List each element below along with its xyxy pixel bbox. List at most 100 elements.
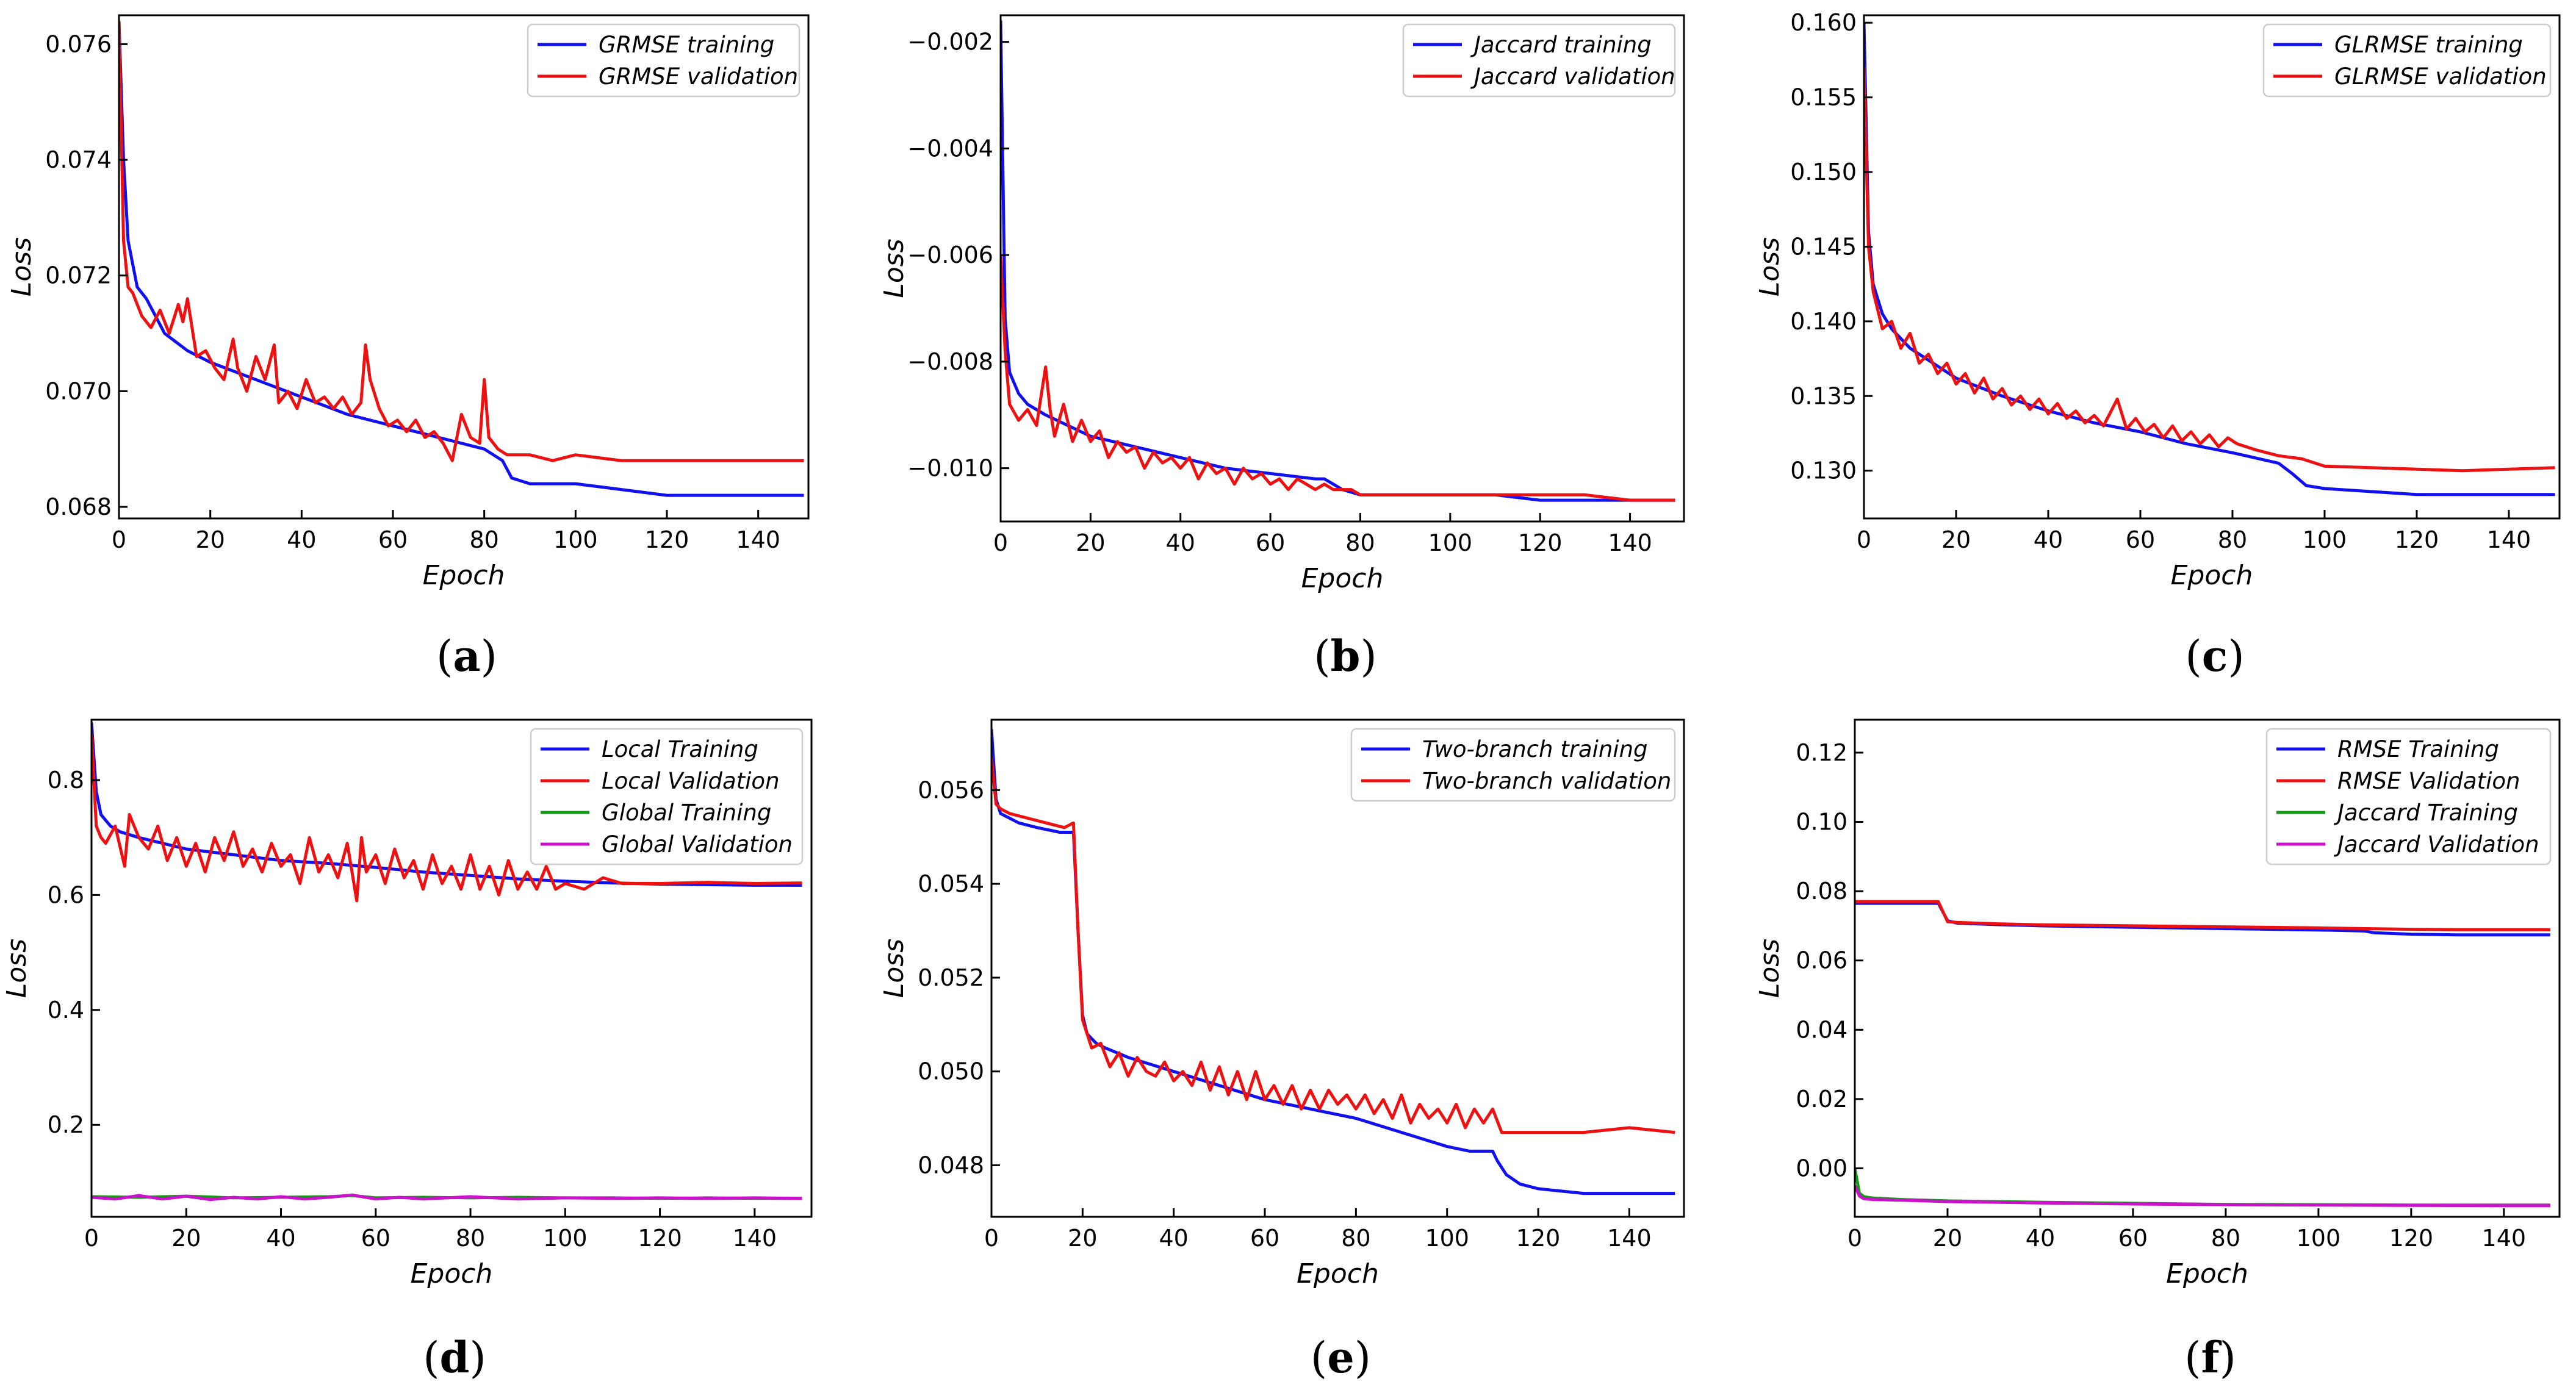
x-axis-label: Epoch bbox=[2171, 560, 2253, 591]
panel-tag: (f) bbox=[2184, 1332, 2236, 1383]
x-tick-label: 40 bbox=[1159, 1225, 1189, 1252]
x-tick-label: 120 bbox=[638, 1225, 682, 1252]
x-tick-label: 120 bbox=[2395, 526, 2439, 553]
series-line-jaccard-training bbox=[1855, 1168, 2550, 1207]
y-tick-label: 0.155 bbox=[1790, 84, 1857, 111]
series-line-grmse-validation bbox=[119, 21, 804, 462]
panel-tag: (d) bbox=[423, 1332, 486, 1383]
panel-tag: (b) bbox=[1314, 631, 1377, 681]
y-axis-label: Loss bbox=[879, 939, 910, 998]
x-tick-label: 140 bbox=[1608, 529, 1652, 556]
y-tick-label: −0.004 bbox=[907, 135, 993, 162]
x-tick-label: 80 bbox=[469, 526, 498, 553]
x-tick-label: 40 bbox=[1166, 529, 1195, 556]
y-axis-label: Loss bbox=[6, 237, 37, 296]
x-tick-label: 0 bbox=[84, 1225, 99, 1252]
legend-entry: Jaccard training bbox=[1470, 32, 1652, 58]
y-tick-label: 0.052 bbox=[918, 964, 984, 991]
y-tick-label: 0.076 bbox=[45, 30, 112, 57]
y-tick-label: 0.8 bbox=[48, 767, 84, 794]
legend-box bbox=[530, 728, 804, 866]
x-axis-label: Epoch bbox=[423, 560, 505, 591]
y-tick-label: −0.006 bbox=[907, 242, 993, 268]
x-tick-label: 140 bbox=[2482, 1225, 2527, 1252]
x-axis-label: Epoch bbox=[411, 1258, 493, 1289]
y-tick-label: 0.140 bbox=[1790, 308, 1857, 335]
x-tick-label: 20 bbox=[195, 526, 225, 553]
legend-entry: GLRMSE validation bbox=[2334, 63, 2547, 90]
plot-frame bbox=[118, 14, 810, 520]
legend-entry: GLRMSE training bbox=[2334, 32, 2523, 58]
series-line-rmse-validation bbox=[1855, 900, 2550, 931]
panel-tag: (a) bbox=[436, 631, 497, 681]
y-tick-label: 0.054 bbox=[918, 870, 984, 897]
x-tick-label: 40 bbox=[2034, 526, 2063, 553]
legend-entry: Two-branch training bbox=[1422, 736, 1648, 762]
y-tick-label: −0.008 bbox=[907, 348, 993, 375]
y-axis-label: Loss bbox=[879, 238, 910, 298]
chart-panel-5: 0 20 40 60 80 100 120 140 0.048 0.050 0.052 0.054 0.… bbox=[879, 719, 1685, 1383]
y-tick-label: −0.010 bbox=[907, 455, 993, 482]
x-tick-label: 60 bbox=[1256, 529, 1285, 556]
series-line-two-branch-validation bbox=[991, 757, 1675, 1134]
series-line-global-validation bbox=[92, 1193, 802, 1202]
legend-entry: Jaccard Validation bbox=[2333, 831, 2539, 858]
x-tick-label: 100 bbox=[2297, 1225, 2341, 1252]
x-tick-label: 140 bbox=[1607, 1225, 1652, 1252]
chart-panel-1: 0 20 40 60 80 100 120 140 0.068 0.070 0.072 0.074 0.… bbox=[6, 14, 810, 681]
series-line-jaccard-validation bbox=[1855, 1185, 2550, 1208]
x-tick-label: 140 bbox=[736, 526, 780, 553]
x-tick-label: 140 bbox=[733, 1225, 777, 1252]
legend-box bbox=[2265, 728, 2552, 866]
y-tick-label: 0.02 bbox=[1796, 1086, 1847, 1113]
y-tick-label: 0.050 bbox=[918, 1058, 984, 1085]
y-tick-label: 0.4 bbox=[48, 997, 84, 1023]
x-tick-label: 20 bbox=[1068, 1225, 1097, 1252]
plot-frame bbox=[1863, 14, 2561, 520]
plot-frame bbox=[1854, 719, 2561, 1218]
x-tick-label: 40 bbox=[266, 1225, 295, 1252]
y-tick-label: 0.12 bbox=[1796, 739, 1847, 766]
y-axis-label: Loss bbox=[1754, 939, 1785, 998]
x-axis-label: Epoch bbox=[1301, 563, 1384, 594]
x-tick-label: 100 bbox=[543, 1225, 588, 1252]
chart-panel-2: 0 20 40 60 80 100 120 140 −0.002 −0.004 −0.006 −0.0… bbox=[879, 14, 1685, 681]
x-tick-label: 0 bbox=[1857, 526, 1871, 553]
x-tick-label: 80 bbox=[2218, 526, 2247, 553]
y-tick-label: 0.160 bbox=[1790, 9, 1857, 36]
legend-entry: Local Validation bbox=[602, 768, 780, 794]
x-tick-label: 100 bbox=[1425, 1225, 1469, 1252]
x-tick-label: 120 bbox=[2389, 1225, 2434, 1252]
x-tick-label: 20 bbox=[1933, 1225, 1962, 1252]
x-tick-label: 100 bbox=[2303, 526, 2347, 553]
x-tick-label: 120 bbox=[645, 526, 689, 553]
legend-entry: Jaccard Training bbox=[2333, 800, 2518, 826]
x-tick-label: 80 bbox=[1341, 1225, 1370, 1252]
y-tick-label: 0.04 bbox=[1796, 1016, 1847, 1043]
x-tick-label: 0 bbox=[993, 529, 1008, 556]
x-tick-label: 80 bbox=[1345, 529, 1375, 556]
plot-frame bbox=[990, 719, 1685, 1218]
x-tick-label: 100 bbox=[553, 526, 598, 553]
x-tick-label: 120 bbox=[1518, 529, 1563, 556]
legend-entry: GRMSE training bbox=[599, 32, 774, 58]
y-tick-label: 0.08 bbox=[1796, 878, 1847, 905]
y-tick-label: 0.068 bbox=[45, 493, 112, 520]
x-tick-label: 0 bbox=[112, 526, 126, 553]
series-line-two-branch-training bbox=[991, 729, 1675, 1195]
y-axis-label: Loss bbox=[1, 939, 32, 998]
y-tick-label: 0.2 bbox=[48, 1111, 84, 1138]
y-axis-label: Loss bbox=[1754, 237, 1785, 296]
y-tick-label: 0.072 bbox=[45, 262, 112, 289]
x-tick-label: 40 bbox=[287, 526, 316, 553]
legend-entry: Jaccard validation bbox=[1470, 63, 1675, 90]
x-tick-label: 60 bbox=[361, 1225, 390, 1252]
series-line-local-validation bbox=[92, 734, 802, 903]
y-tick-label: 0.048 bbox=[918, 1152, 984, 1178]
x-tick-label: 80 bbox=[456, 1225, 485, 1252]
x-tick-label: 60 bbox=[1250, 1225, 1279, 1252]
x-tick-label: 80 bbox=[2211, 1225, 2240, 1252]
panel-tag: (e) bbox=[1311, 1332, 1371, 1383]
series-line-jaccard-validation bbox=[1001, 255, 1675, 502]
